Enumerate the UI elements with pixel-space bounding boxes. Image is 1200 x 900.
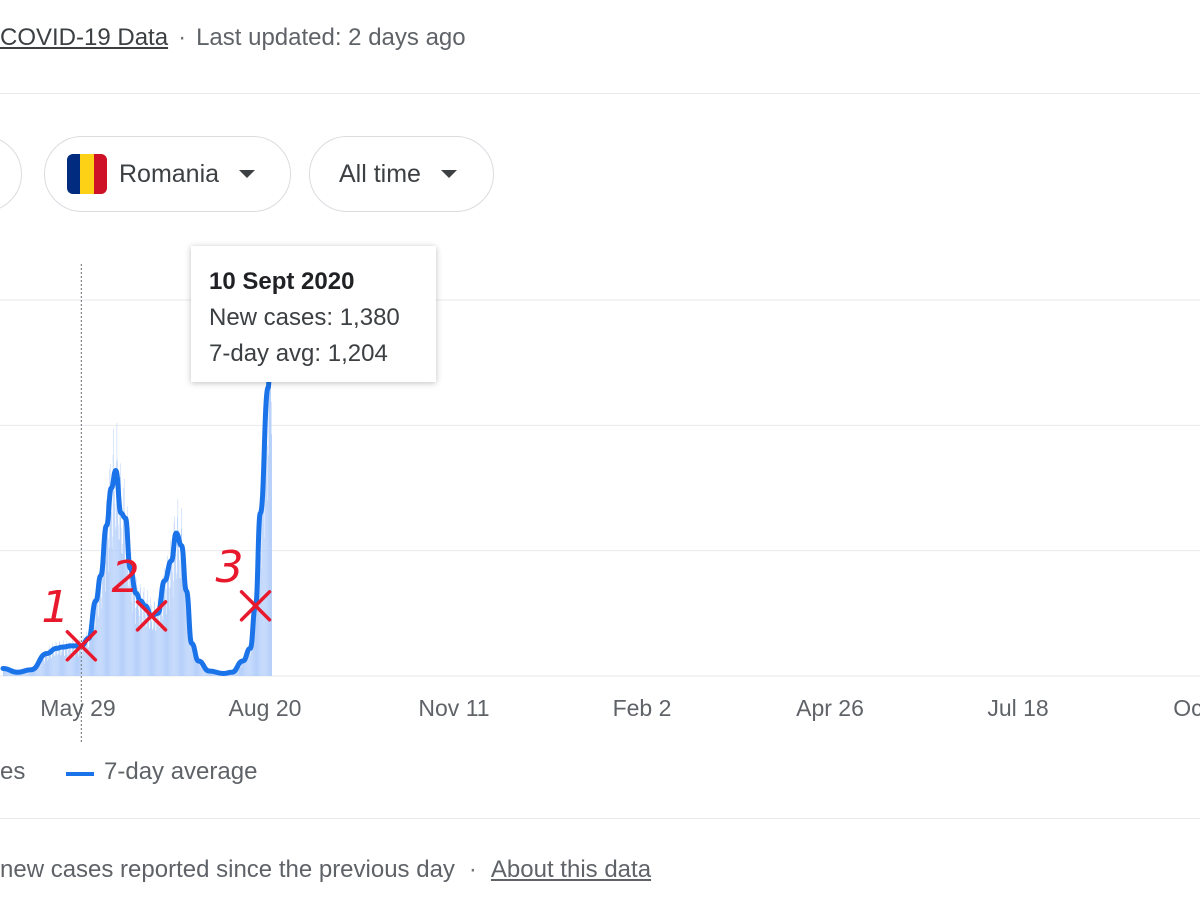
x-tick-label: Oc: [1173, 695, 1200, 721]
about-data-link[interactable]: About this data: [490, 856, 652, 883]
x-axis-ticks: May 29 Aug 20 Nov 11 Feb 2 Apr 26 Jul 18 Oc: [40, 695, 1200, 721]
flag-stripe-yellow: [80, 154, 94, 194]
tooltip-seven-day-avg: 7-day avg: 1,204: [209, 340, 388, 367]
annotation-x-mark: [65, 630, 98, 662]
seven-day-average-line: [0, 297, 275, 676]
x-tick-label: May 29: [40, 695, 115, 721]
x-tick-label: Jul 18: [987, 695, 1048, 721]
x-tick-label: Feb 2: [613, 695, 672, 721]
flag-stripe-blue: [67, 154, 81, 194]
chevron-down-icon: [440, 170, 457, 178]
partial-filter-pill[interactable]: [0, 136, 22, 212]
time-label: All time: [339, 159, 421, 188]
legend-line-swatch: [66, 772, 94, 776]
time-filter-button[interactable]: All time: [309, 136, 494, 212]
hover-tooltip: 10 Sept 2020 New cases: 1,380 7-day avg:…: [191, 246, 436, 382]
romania-flag-icon: [67, 154, 107, 194]
header-divider: [0, 93, 1200, 94]
annotation-label: 2: [112, 552, 140, 603]
x-tick-label: Aug 20: [229, 695, 302, 721]
covid-data-link[interactable]: COVID-19 Data: [0, 24, 169, 51]
flag-stripe-red: [93, 154, 107, 194]
tooltip-new-cases: New cases: 1,380: [209, 304, 400, 331]
header-line: COVID-19 Data · Last updated: 2 days ago: [0, 24, 466, 52]
header-separator: ·: [178, 24, 187, 51]
footer-divider: [0, 818, 1200, 819]
last-updated-text: Last updated: 2 days ago: [196, 24, 466, 51]
footer-separator: ·: [468, 856, 477, 883]
footer-note: new cases reported since the previous da…: [0, 856, 651, 884]
region-filter-button[interactable]: Romania: [44, 136, 291, 212]
tooltip-date: 10 Sept 2020: [209, 268, 355, 295]
x-tick-label: Nov 11: [418, 695, 489, 721]
annotation-1: 1: [41, 582, 98, 662]
region-label: Romania: [119, 159, 220, 188]
annotation-label: 1: [41, 582, 69, 633]
annotation-label: 3: [216, 542, 244, 593]
legend-new-cases-partial[interactable]: es: [0, 758, 26, 785]
annotation-x-mark: [239, 590, 272, 622]
annotation-3: 3: [216, 542, 272, 622]
annotation-2: 2: [112, 552, 168, 632]
legend-seven-day-average[interactable]: 7-day average: [104, 758, 258, 785]
annotation-x-mark: [135, 600, 168, 632]
cases-chart[interactable]: 12 3 May 29 Aug 20 Nov 11 Feb 2 Apr 26 Jul 18 O…: [0, 230, 1200, 750]
annotation-marks: 12 3: [41, 542, 272, 662]
footer-text: new cases reported since the previous da…: [0, 856, 455, 883]
new-cases-bars: [3, 303, 272, 676]
chevron-down-icon: [239, 170, 256, 178]
x-tick-label: Apr 26: [796, 695, 864, 721]
